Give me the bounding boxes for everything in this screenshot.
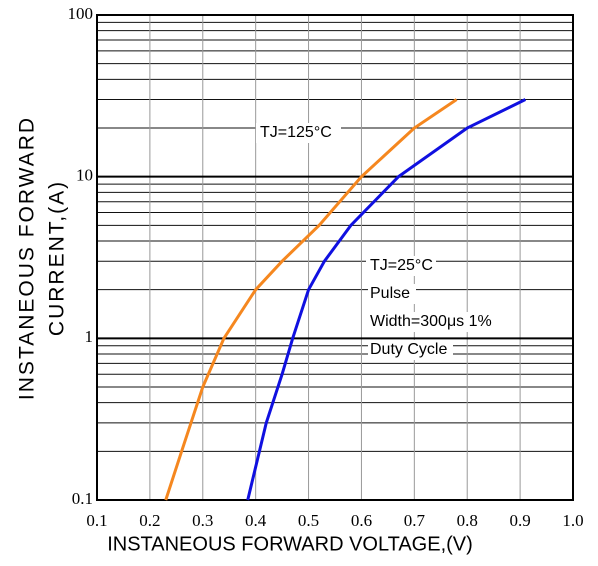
series-label: TJ=125°C: [260, 124, 332, 141]
label-bg: [256, 123, 341, 143]
y-tick-label: 10: [76, 166, 93, 185]
label-bg: [366, 256, 436, 276]
series-line: [246, 98, 527, 501]
annotation: Duty Cycle: [370, 341, 447, 358]
y-tick-label: 1: [85, 327, 94, 346]
x-axis-label: INSTANEOUS FORWARD VOLTAGE,(V): [107, 533, 473, 555]
y-axis-label: INSTANEOUS FORWARD: [16, 116, 39, 400]
annotation: Pulse: [370, 285, 410, 302]
x-tick-label: 0.6: [351, 511, 372, 530]
x-tick-label: 0.7: [404, 511, 426, 530]
series-label: TJ=25°C: [370, 257, 433, 274]
y-axis-label: CURRENT,(A): [46, 180, 69, 336]
series-line: [164, 98, 458, 501]
x-tick-label: 1.0: [562, 511, 583, 530]
label-bg: [368, 340, 453, 360]
annotation: Width=300μs 1%: [370, 313, 492, 330]
x-tick-label: 0.3: [192, 511, 213, 530]
x-tick-label: 0.8: [457, 511, 478, 530]
label-bg: [368, 284, 416, 304]
y-tick-label: 0.1: [72, 489, 93, 508]
x-tick-label: 0.4: [245, 511, 267, 530]
plot-frame: [96, 14, 574, 501]
y-tick-label: 100: [68, 4, 94, 23]
x-tick-label: 0.2: [139, 511, 160, 530]
x-tick-label: 0.5: [298, 511, 319, 530]
x-tick-label: 0.1: [86, 511, 107, 530]
x-tick-label: 0.9: [509, 511, 530, 530]
label-bg: [368, 312, 503, 332]
